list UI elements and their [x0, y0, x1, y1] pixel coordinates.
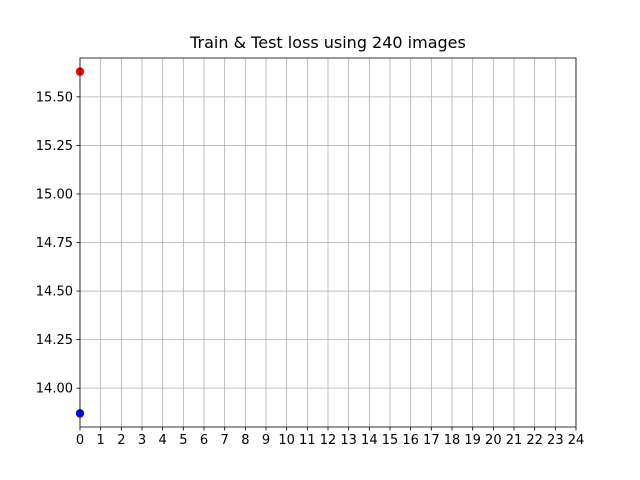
- x-tick-label: 21: [506, 433, 523, 448]
- x-tick-label: 16: [402, 433, 419, 448]
- ticks-layer: 0 1 2 3 4 5 6 7 8 9 10 11 12 13 14 15 16 17 18 19 20 21 22 23 24…: [36, 90, 584, 448]
- x-tick-label: 18: [444, 433, 461, 448]
- y-tick-label: 15.25: [36, 139, 73, 154]
- x-tick-label: 22: [526, 433, 543, 448]
- chart-title: Train & Test loss using 240 images: [189, 33, 466, 52]
- x-tick-label: 24: [568, 433, 585, 448]
- x-tick-label: 15: [382, 433, 399, 448]
- x-tick-label: 11: [299, 433, 316, 448]
- y-tick-label: 14.00: [36, 382, 73, 397]
- y-tick-label: 15.00: [36, 187, 73, 202]
- x-tick-label: 5: [179, 433, 187, 448]
- x-tick-label: 8: [241, 433, 249, 448]
- y-tick-label: 14.25: [36, 333, 73, 348]
- x-tick-label: 7: [221, 433, 229, 448]
- x-tick-label: 20: [485, 433, 502, 448]
- x-tick-label: 6: [200, 433, 208, 448]
- x-tick-label: 3: [138, 433, 146, 448]
- x-tick-label: 2: [117, 433, 125, 448]
- x-tick-label: 9: [262, 433, 270, 448]
- x-tick-label: 0: [76, 433, 84, 448]
- x-tick-label: 10: [278, 433, 295, 448]
- x-tick-label: 17: [423, 433, 440, 448]
- x-tick-label: 14: [361, 433, 378, 448]
- x-tick-label: 13: [340, 433, 357, 448]
- y-tick-label: 14.50: [36, 285, 73, 300]
- y-tick-label: 14.75: [36, 236, 73, 251]
- x-tick-label: 19: [464, 433, 481, 448]
- x-tick-label: 23: [547, 433, 564, 448]
- x-tick-label: 12: [320, 433, 337, 448]
- x-tick-label: 4: [159, 433, 167, 448]
- x-tick-label: 1: [97, 433, 105, 448]
- y-tick-label: 15.50: [36, 90, 73, 105]
